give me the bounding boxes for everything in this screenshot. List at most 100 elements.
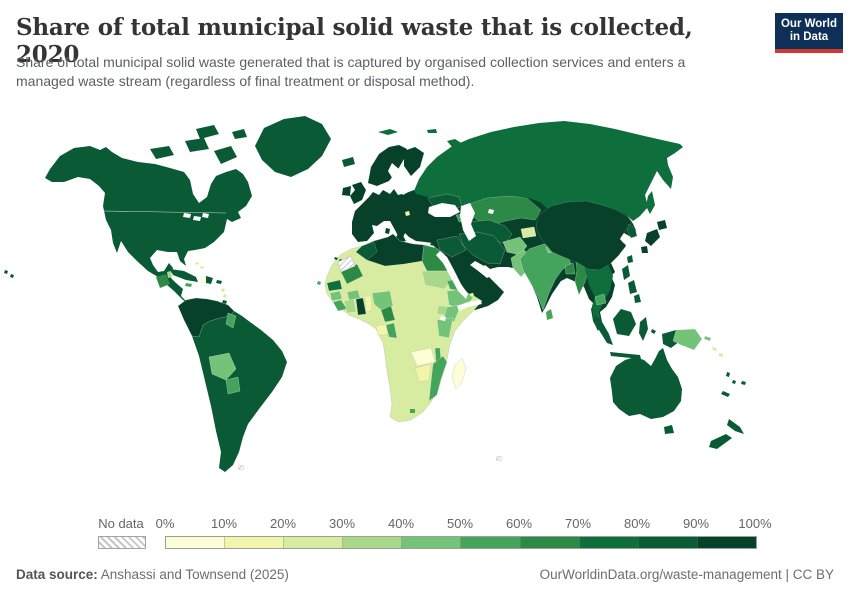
region-arctic-islands[interactable] — [150, 125, 247, 164]
region-lesotho[interactable] — [410, 409, 415, 413]
region-kazakhstan[interactable] — [465, 195, 542, 226]
legend-tick-label: 60% — [505, 516, 533, 531]
region-cuba[interactable] — [170, 269, 198, 282]
region-tajikistan[interactable] — [520, 226, 537, 239]
region-puerto-rico[interactable] — [216, 280, 222, 284]
red-sea — [436, 251, 468, 299]
region-bangladesh[interactable] — [564, 262, 576, 275]
legend-bin-swatch[interactable] — [697, 537, 756, 548]
legend-tick-label: 30% — [328, 516, 356, 531]
region-new-zealand[interactable] — [709, 419, 744, 449]
region-ireland[interactable] — [342, 186, 351, 196]
region-kenya[interactable] — [443, 304, 462, 323]
region-guinea[interactable] — [329, 290, 343, 302]
subtitle-line-1: Share of total municipal solid waste gen… — [16, 54, 686, 70]
region-japan[interactable] — [641, 220, 667, 253]
black-sea — [428, 203, 460, 217]
region-hawaii[interactable] — [4, 270, 14, 278]
region-north-america[interactable] — [45, 146, 252, 311]
region-madagascar[interactable] — [451, 357, 467, 390]
region-trinidad[interactable] — [222, 300, 227, 304]
region-iceland[interactable] — [342, 157, 355, 167]
region-burkina-faso[interactable] — [346, 289, 361, 301]
legend-bin-swatch[interactable] — [461, 537, 521, 548]
legend-bin-swatch[interactable] — [284, 537, 344, 548]
region-scandinavia[interactable] — [368, 145, 407, 186]
region-philippines[interactable] — [622, 265, 641, 303]
region-russia[interactable] — [414, 121, 683, 221]
region-congo[interactable] — [385, 322, 398, 339]
region-cape-verde[interactable] — [317, 281, 321, 285]
region-sri-lanka[interactable] — [546, 309, 553, 320]
region-cambodia[interactable] — [594, 293, 607, 306]
region-zimbabwe[interactable] — [414, 363, 432, 383]
region-western-sahara[interactable] — [337, 255, 356, 273]
region-novaya-zemlya[interactable] — [447, 139, 466, 151]
region-guatemala[interactable] — [156, 274, 170, 288]
region-iran[interactable] — [458, 231, 506, 265]
region-svalbard[interactable] — [378, 129, 437, 135]
region-indonesia[interactable] — [593, 309, 680, 359]
region-bahamas[interactable] — [195, 262, 204, 269]
credit-link[interactable]: OurWorldinData.org/waste-management | CC… — [539, 567, 834, 582]
region-china-mongolia[interactable] — [535, 200, 633, 271]
legend-bin-swatch[interactable] — [520, 537, 580, 548]
region-morocco[interactable] — [355, 241, 378, 261]
region-solomon-islands[interactable] — [712, 347, 723, 357]
legend-bins — [165, 536, 757, 549]
region-australia[interactable] — [610, 348, 682, 434]
region-haiti[interactable] — [200, 276, 206, 283]
region-pacific-islands[interactable] — [721, 372, 746, 397]
region-montenegro[interactable] — [405, 211, 410, 216]
region-sakhalin[interactable] — [646, 191, 655, 214]
region-iraq-syria[interactable] — [436, 235, 467, 258]
legend-bin-swatch[interactable] — [402, 537, 462, 548]
legend-bin-swatch[interactable] — [343, 537, 403, 548]
water-bodies — [183, 163, 494, 321]
legend-no-data-swatch[interactable] — [98, 536, 146, 549]
legend-ticks: 0% 10% 20% 30% 40% 50% 60% 70% 80% 90% 100% — [156, 516, 772, 532]
region-belize[interactable] — [167, 271, 172, 278]
region-taiwan[interactable] — [627, 255, 633, 263]
region-zambia[interactable] — [410, 347, 436, 367]
legend-no-data-label: No data — [98, 516, 144, 531]
logo-line-1: Our World — [780, 18, 837, 30]
region-dominican-republic[interactable] — [206, 276, 213, 284]
legend-tick-label: 50% — [446, 516, 474, 531]
region-guyana[interactable] — [225, 312, 237, 329]
region-falkland-islands[interactable] — [237, 464, 245, 471]
region-korea[interactable] — [626, 223, 638, 239]
legend-bin-swatch[interactable] — [579, 537, 639, 548]
region-jamaica[interactable] — [185, 283, 192, 287]
baltic-sea — [388, 163, 410, 195]
region-gabon[interactable] — [375, 323, 389, 336]
chart-subtitle: Share of total municipal solid waste gen… — [16, 53, 746, 91]
region-mozambique[interactable] — [428, 355, 448, 402]
region-kerguelen[interactable] — [495, 455, 503, 462]
region-togo-benin[interactable] — [364, 295, 373, 313]
region-finland[interactable] — [404, 147, 424, 176]
legend-bin-swatch[interactable] — [225, 537, 285, 548]
region-indochina[interactable] — [584, 261, 613, 329]
legend-bin-swatch[interactable] — [638, 537, 698, 548]
lake-victoria — [440, 316, 446, 321]
us-canada-border — [103, 210, 227, 214]
region-mediterranean-islands[interactable] — [385, 228, 436, 249]
region-greenland[interactable] — [255, 116, 331, 177]
region-cameroon[interactable] — [380, 305, 396, 323]
region-lesser-antilles[interactable] — [221, 288, 227, 298]
logo-line-2: in Data — [789, 31, 829, 43]
region-sudan[interactable] — [421, 270, 453, 290]
region-paraguay[interactable] — [225, 376, 241, 395]
region-united-kingdom[interactable] — [350, 182, 366, 204]
region-bolivia[interactable] — [208, 352, 237, 381]
region-senegal[interactable] — [326, 279, 343, 292]
region-ghana[interactable] — [355, 297, 367, 316]
legend-tick-label: 90% — [682, 516, 710, 531]
page-title: Share of total municipal solid waste tha… — [16, 14, 693, 68]
region-papua-new-guinea[interactable] — [672, 328, 712, 351]
legend-bin-swatch[interactable] — [166, 537, 226, 548]
legend-tick-label: 10% — [210, 516, 238, 531]
region-tanzania[interactable] — [436, 317, 454, 339]
